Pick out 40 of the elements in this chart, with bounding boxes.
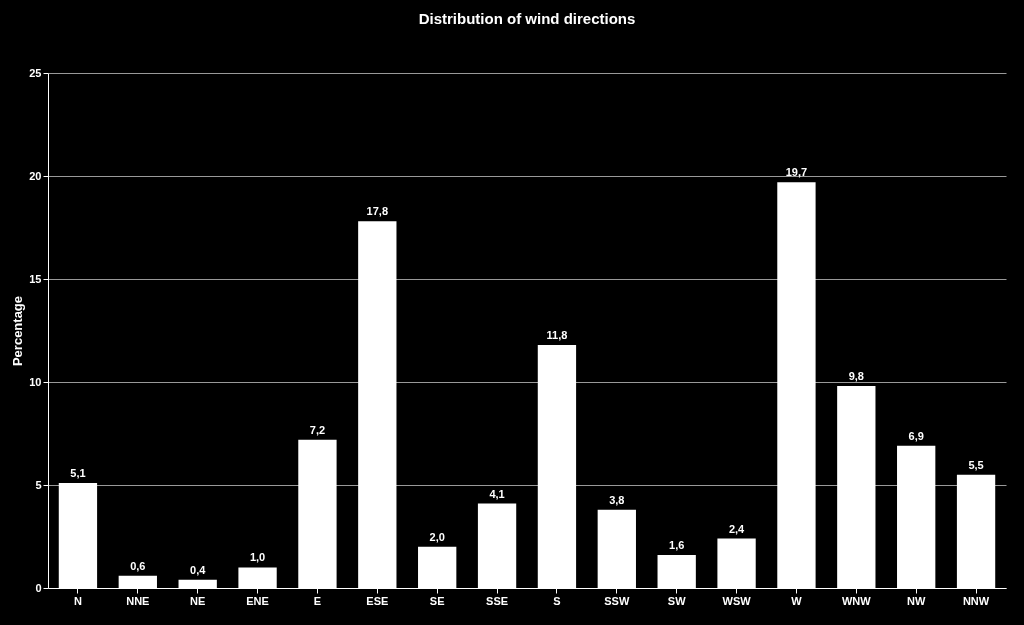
data-label: 19,7 xyxy=(785,166,808,179)
data-label: 2,4 xyxy=(728,522,746,535)
x-tick-label: NNE xyxy=(126,594,150,607)
data-label: 11,8 xyxy=(546,328,568,341)
x-tick-label: ENE xyxy=(246,594,269,607)
data-label: 1,0 xyxy=(249,551,266,564)
x-tick-label: S xyxy=(553,594,561,607)
data-label: 6,9 xyxy=(908,429,924,442)
chart-title: Distribution of wind directions xyxy=(418,10,636,27)
data-label: 2,0 xyxy=(429,530,445,543)
x-tick-label: WNW xyxy=(841,594,872,607)
x-tick-label: SSW xyxy=(604,594,630,607)
data-label: 0,4 xyxy=(190,563,207,576)
x-tick-label: SW xyxy=(667,594,687,607)
data-label: 0,6 xyxy=(130,559,146,572)
y-tick-label: 0 xyxy=(35,581,42,594)
data-label: 5,1 xyxy=(70,466,86,479)
y-axis-title: Percentage xyxy=(10,295,26,367)
x-tick-label: W xyxy=(791,594,803,607)
data-label: 1,6 xyxy=(669,539,685,552)
x-tick-label: ESE xyxy=(366,594,389,607)
y-tick-label: 5 xyxy=(35,478,42,491)
y-tick-label: 25 xyxy=(29,66,42,79)
data-label: 17,8 xyxy=(366,205,389,218)
y-tick-label: 15 xyxy=(29,272,42,285)
data-label: 3,8 xyxy=(609,493,625,506)
x-tick-label: N xyxy=(73,594,82,607)
x-tick-label: SSE xyxy=(486,594,509,607)
x-tick-label: E xyxy=(313,594,322,607)
x-tick-label: NE xyxy=(190,594,206,607)
data-label: 7,2 xyxy=(309,423,326,436)
data-label: 4,1 xyxy=(489,487,505,500)
x-tick-label: SE xyxy=(429,594,445,607)
data-label: 5,5 xyxy=(968,458,984,471)
x-tick-label: NNW xyxy=(962,594,990,607)
x-tick-label: WSW xyxy=(722,594,752,607)
data-label: 9,8 xyxy=(848,370,864,383)
x-tick-label: NW xyxy=(907,594,926,607)
y-tick-label: 20 xyxy=(29,169,42,182)
y-tick-label: 10 xyxy=(29,375,42,388)
